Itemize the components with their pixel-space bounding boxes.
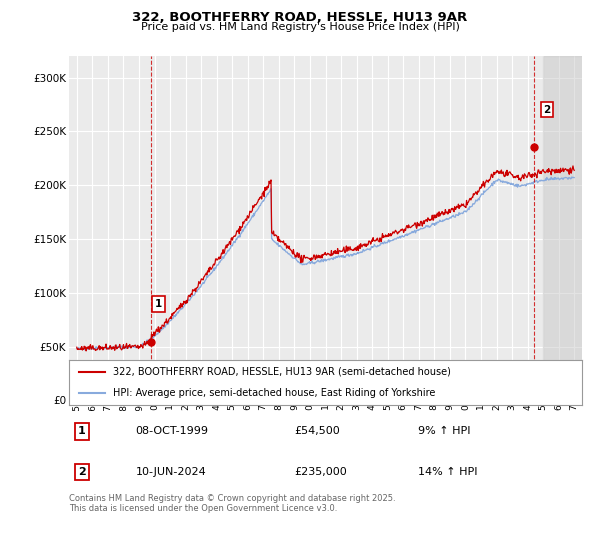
Text: 9% ↑ HPI: 9% ↑ HPI [418, 426, 470, 436]
Text: £54,500: £54,500 [295, 426, 340, 436]
Text: Price paid vs. HM Land Registry's House Price Index (HPI): Price paid vs. HM Land Registry's House … [140, 22, 460, 32]
Text: Contains HM Land Registry data © Crown copyright and database right 2025.
This d: Contains HM Land Registry data © Crown c… [69, 494, 395, 514]
Text: 1: 1 [155, 299, 163, 309]
Text: 1: 1 [78, 426, 86, 436]
Text: 322, BOOTHFERRY ROAD, HESSLE, HU13 9AR (semi-detached house): 322, BOOTHFERRY ROAD, HESSLE, HU13 9AR (… [113, 367, 451, 377]
Text: 08-OCT-1999: 08-OCT-1999 [136, 426, 209, 436]
Bar [543, 56, 590, 400]
Text: 322, BOOTHFERRY ROAD, HESSLE, HU13 9AR: 322, BOOTHFERRY ROAD, HESSLE, HU13 9AR [133, 11, 467, 24]
Text: 2: 2 [543, 105, 550, 115]
Text: HPI: Average price, semi-detached house, East Riding of Yorkshire: HPI: Average price, semi-detached house,… [113, 388, 435, 398]
Text: 2: 2 [78, 467, 86, 477]
Text: 10-JUN-2024: 10-JUN-2024 [136, 467, 206, 477]
Text: 14% ↑ HPI: 14% ↑ HPI [418, 467, 478, 477]
Text: £235,000: £235,000 [295, 467, 347, 477]
